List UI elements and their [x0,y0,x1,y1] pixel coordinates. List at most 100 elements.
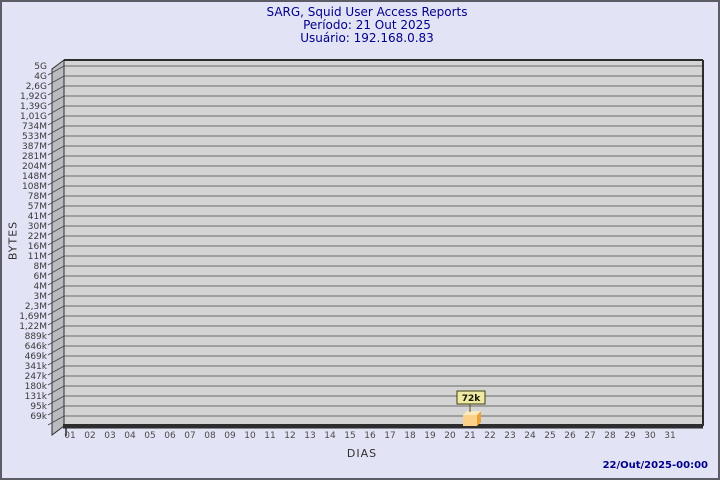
y-axis-tick [47,345,65,356]
y-axis-tick-label: 30M [28,222,47,232]
x-axis-tick-label: 23 [504,431,515,441]
y-axis-tick-label: 148M [22,172,47,182]
y-axis-tick-label: 22M [28,232,47,242]
y-axis-tick [47,315,65,326]
y-axis-tick-label: 889k [25,332,48,342]
y-axis-tick [47,235,65,246]
y-axis-tick [47,175,65,186]
x-axis-tick-label: 03 [104,431,115,441]
y-axis-tick [47,365,65,376]
x-axis-tick-label: 20 [444,431,456,441]
y-axis-tick [47,165,65,176]
y-axis-tick-label: 41M [28,212,47,222]
y-axis-tick [47,145,65,156]
x-axis-tick-label: 13 [304,431,315,441]
y-axis-tick [47,215,65,226]
y-axis-tick-label: 734M [22,122,47,132]
x-axis-tick-label: 02 [84,431,95,441]
y-axis-tick [47,335,65,346]
y-axis-tick-label: 4M [34,282,48,292]
y-axis-tick [47,85,65,96]
y-axis-tick [47,355,65,366]
y-axis-tick-label: 8M [34,262,48,272]
x-axis-tick-label: 26 [564,431,576,441]
y-axis-tick [47,195,65,206]
y-axis-tick [47,75,65,86]
y-axis-tick [47,255,65,266]
y-axis-tick-label: 1,39G [20,102,47,112]
y-axis-tick-label: 341k [25,362,48,372]
y-axis-tick [47,105,65,116]
x-axis-tick-label: 22 [484,431,495,441]
bar-front-face [463,415,477,426]
y-axis-tick [47,415,65,426]
y-axis-tick-label: 1,01G [20,112,47,122]
y-axis-tick-label: 204M [22,162,47,172]
x-axis-tick-label: 14 [324,431,336,441]
y-axis-tick-label: 95k [30,402,47,412]
y-axis-tick [47,305,65,316]
x-axis-tick-label: 27 [584,431,595,441]
y-axis-tick-label: 1,69M [19,312,47,322]
x-axis-line [63,424,703,429]
x-axis-tick-label: 31 [664,431,675,441]
annotation-box [456,390,486,405]
y-axis-tick-label: 5G [34,62,47,72]
x-axis-tick-label: 05 [144,431,155,441]
y-axis-tick [47,205,65,216]
y-axis-tick-label: 69k [30,412,47,422]
report-period: Período: 21 Out 2025 [303,18,431,32]
x-axis-tick-label: 08 [204,431,216,441]
y-axis-tick [47,65,65,76]
y-axis-tick-label: 469k [25,352,48,362]
y-axis-tick-label: 16M [28,242,47,252]
x-axis-tick-label: 15 [344,431,355,441]
y-axis-tick [47,285,65,296]
x-axis-tick-label: 04 [124,431,136,441]
plot-area [64,60,703,426]
x-axis-tick-label: 28 [604,431,616,441]
x-axis-tick-label: 06 [164,431,176,441]
y-axis-tick-label: 2,3M [25,302,47,312]
x-axis-tick-label: 11 [264,431,275,441]
y-axis-tick [47,405,65,416]
y-axis-tick-label: 180k [25,382,48,392]
y-axis-tick-label: 281M [22,152,47,162]
y-axis-tick-label: 1,22M [19,322,47,332]
y-axis-tick-label: 108M [22,182,47,192]
y-axis-tick-label: 646k [25,342,48,352]
y-axis-tick [47,325,65,336]
bar-side-face [477,411,481,426]
x-axis-tick-label: 18 [404,431,416,441]
x-axis-tick-label: 07 [184,431,195,441]
annotation-value-label: 72k [462,394,482,404]
y-axis-title: BYTES [6,220,20,261]
x-axis-tick-label: 21 [464,431,475,441]
y-axis-tick [47,95,65,106]
y-axis-tick [47,295,65,306]
y-axis-tick [47,135,65,146]
x-axis-tick-label: 24 [524,431,536,441]
y-axis-tick [47,125,65,136]
y-axis-tick [47,155,65,166]
y-axis-tick [47,395,65,406]
x-axis-tick-label: 30 [644,431,656,441]
y-axis-tick-label: 131k [25,392,48,402]
x-axis-tick-label: 17 [384,431,395,441]
y-axis-tick-label: 2,6G [26,82,47,92]
y-axis-tick [47,375,65,386]
x-axis-tick-label: 19 [424,431,436,441]
y-axis-tick-label: 11M [28,252,47,262]
report-title: SARG, Squid User Access Reports [266,5,468,19]
y-axis-tick-label: 4G [34,72,47,82]
report-header: SARG, Squid User Access Reports Período:… [2,6,720,45]
y-axis-tick [47,275,65,286]
y-axis-tick-label: 247k [25,372,48,382]
y-axis-tick [47,225,65,236]
x-axis-tick-label: 10 [244,431,256,441]
x-axis-tick-label: 16 [364,431,376,441]
y-axis-tick [47,185,65,196]
bar-day-21: 72k [456,390,486,426]
y-axis-tick [47,265,65,276]
y-axis-tick-label: 6M [34,272,48,282]
